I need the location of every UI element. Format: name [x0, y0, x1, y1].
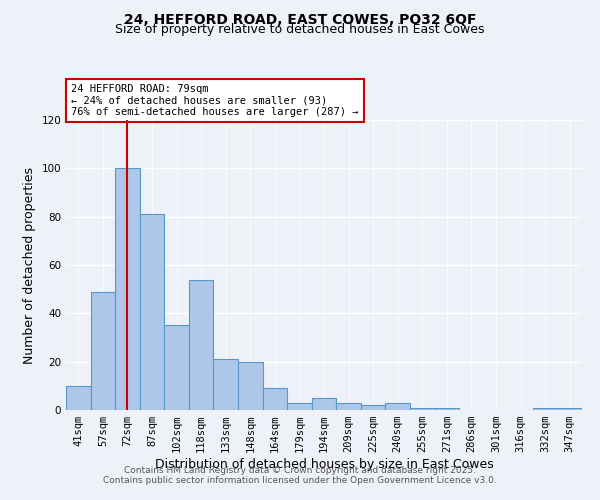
- Bar: [238, 362, 263, 410]
- Bar: [115, 168, 140, 410]
- Bar: [410, 408, 434, 410]
- Bar: [287, 403, 312, 410]
- Text: 24, HEFFORD ROAD, EAST COWES, PO32 6QF: 24, HEFFORD ROAD, EAST COWES, PO32 6QF: [124, 12, 476, 26]
- Bar: [336, 403, 361, 410]
- Text: 24 HEFFORD ROAD: 79sqm
← 24% of detached houses are smaller (93)
76% of semi-det: 24 HEFFORD ROAD: 79sqm ← 24% of detached…: [71, 84, 359, 117]
- Bar: [434, 408, 459, 410]
- Bar: [385, 403, 410, 410]
- Bar: [312, 398, 336, 410]
- Text: Size of property relative to detached houses in East Cowes: Size of property relative to detached ho…: [115, 22, 485, 36]
- Bar: [361, 405, 385, 410]
- Bar: [557, 408, 582, 410]
- Bar: [140, 214, 164, 410]
- Bar: [91, 292, 115, 410]
- Bar: [164, 326, 189, 410]
- Text: Contains HM Land Registry data © Crown copyright and database right 2025.
Contai: Contains HM Land Registry data © Crown c…: [103, 466, 497, 485]
- Bar: [533, 408, 557, 410]
- Bar: [263, 388, 287, 410]
- Y-axis label: Number of detached properties: Number of detached properties: [23, 166, 36, 364]
- Bar: [189, 280, 214, 410]
- X-axis label: Distribution of detached houses by size in East Cowes: Distribution of detached houses by size …: [155, 458, 493, 471]
- Bar: [214, 359, 238, 410]
- Bar: [66, 386, 91, 410]
